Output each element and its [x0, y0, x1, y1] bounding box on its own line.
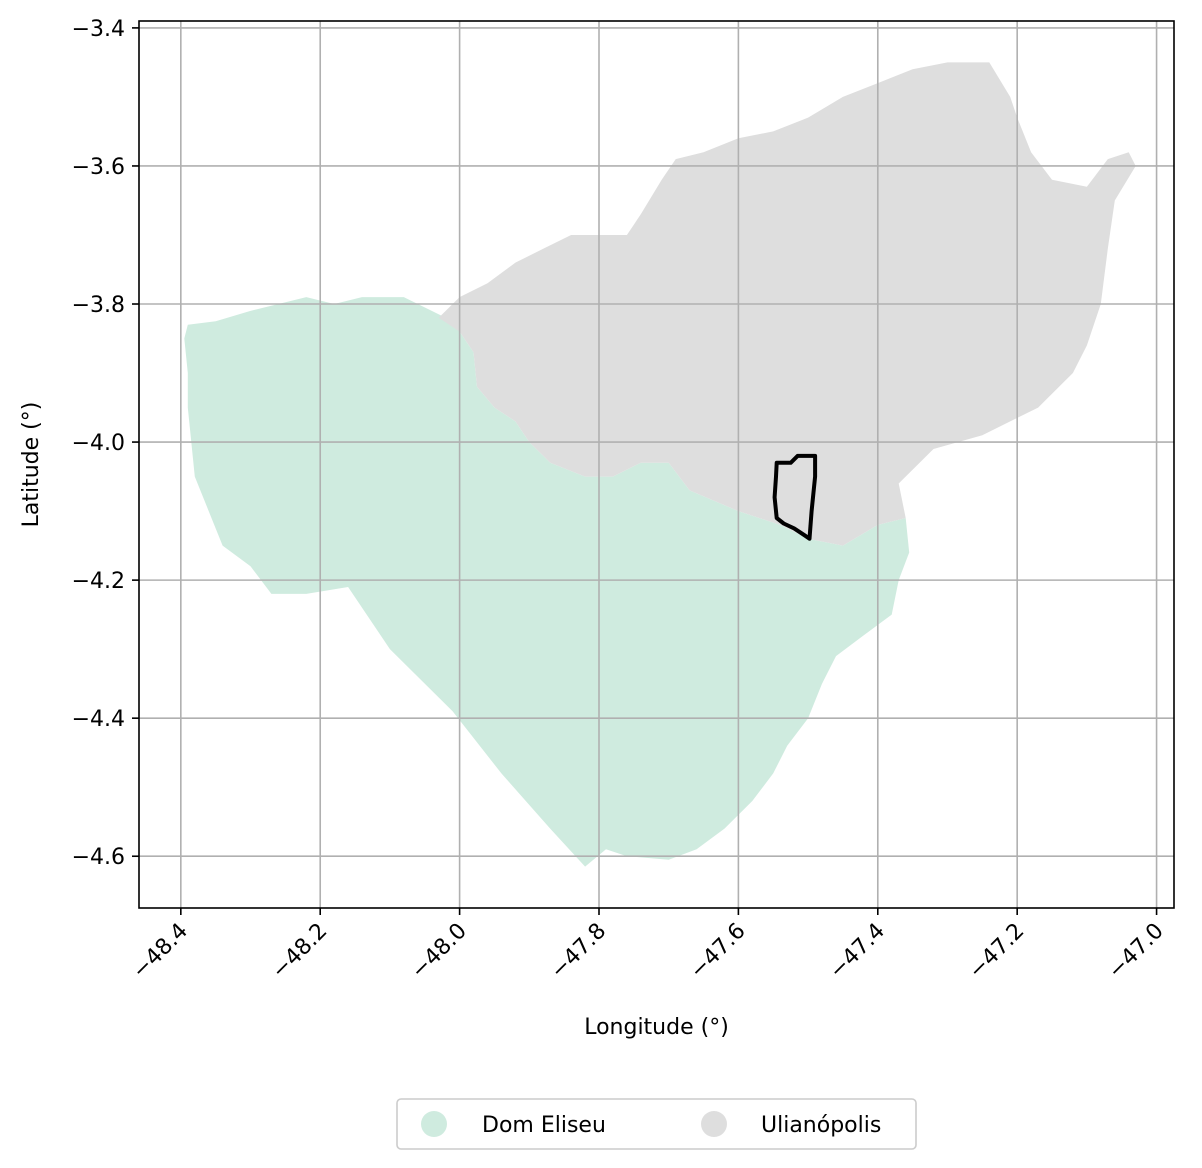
- y-tick-label: −3.4: [72, 17, 125, 42]
- highlight-outline: [772, 453, 818, 541]
- highlight-layer: [772, 453, 818, 541]
- plot-area: [138, 20, 1175, 909]
- legend-label-dom-eliseu: Dom Eliseu: [482, 1113, 606, 1138]
- legend-marker-dom-eliseu: [421, 1111, 447, 1137]
- y-tick-label: −3.8: [72, 293, 125, 318]
- y-tick-label: −4.6: [72, 845, 125, 870]
- y-axis-label: Latitude (°): [19, 402, 44, 528]
- y-tick-label: −4.2: [72, 569, 125, 594]
- x-axis-label: Longitude (°): [584, 1015, 729, 1040]
- plot-frame: [138, 20, 1175, 909]
- legend-marker-ulianopolis: [701, 1111, 727, 1137]
- y-tick-label: −4.0: [72, 431, 125, 456]
- y-axis: −3.4 −3.6 −3.8 −4.0 −4.2 −4.4 −4.6: [72, 17, 139, 870]
- legend-label-ulianopolis: Ulianópolis: [761, 1113, 881, 1138]
- y-tick-label: −3.6: [72, 155, 125, 180]
- region-dom-eliseu: [184, 297, 910, 867]
- grid-layer: [139, 21, 1174, 908]
- legend: Dom Eliseu Ulianópolis: [396, 1098, 917, 1150]
- y-tick-label: −4.4: [72, 707, 125, 732]
- legend-frame: [396, 1098, 917, 1150]
